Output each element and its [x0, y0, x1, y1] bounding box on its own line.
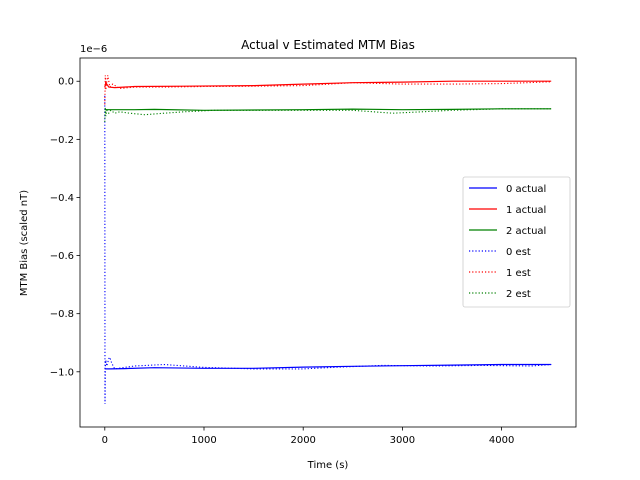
legend-label: 0 actual	[506, 184, 546, 195]
legend-label: 2 actual	[506, 226, 546, 237]
chart-title: Actual v Estimated MTM Bias	[241, 38, 415, 52]
legend-label: 1 est	[506, 268, 531, 279]
x-tick-label: 1000	[191, 435, 216, 446]
y-tick-label: −0.8	[50, 309, 74, 320]
y-axis: 0.0 −0.2 −0.4 −0.6 −0.8 −1.0	[50, 77, 80, 378]
legend-label: 0 est	[506, 247, 531, 258]
series-line-1	[104, 80, 552, 89]
series-line-3	[104, 95, 552, 404]
y-tick-label: −0.2	[50, 135, 74, 146]
x-tick-label: 4000	[489, 435, 514, 446]
series-line-2	[104, 108, 552, 111]
y-axis-label: MTM Bias (scaled nT)	[19, 190, 30, 296]
y-tick-label: −1.0	[50, 367, 74, 378]
y-offset-label: 1e−6	[80, 44, 107, 55]
x-tick-label: 3000	[390, 435, 415, 446]
plot-frame	[79, 57, 577, 428]
y-tick-label: 0.0	[58, 77, 74, 88]
y-tick-label: −0.4	[50, 193, 74, 204]
legend-label: 1 actual	[506, 205, 546, 216]
legend-label: 2 est	[506, 289, 531, 300]
y-tick-label: −0.6	[50, 251, 74, 262]
x-tick-label: 2000	[290, 435, 315, 446]
plot-lines	[104, 75, 552, 404]
series-line-4	[104, 75, 552, 105]
x-axis-label: Time (s)	[307, 460, 349, 471]
legend: 0 actual 1 actual 2 actual 0 est 1 est 2 est	[462, 176, 571, 308]
series-line-0	[104, 363, 552, 370]
x-axis: 0 1000 2000 3000 4000	[102, 427, 514, 446]
series-line-5	[104, 107, 552, 122]
legend-box	[462, 176, 571, 308]
x-tick-label: 0	[102, 435, 108, 446]
